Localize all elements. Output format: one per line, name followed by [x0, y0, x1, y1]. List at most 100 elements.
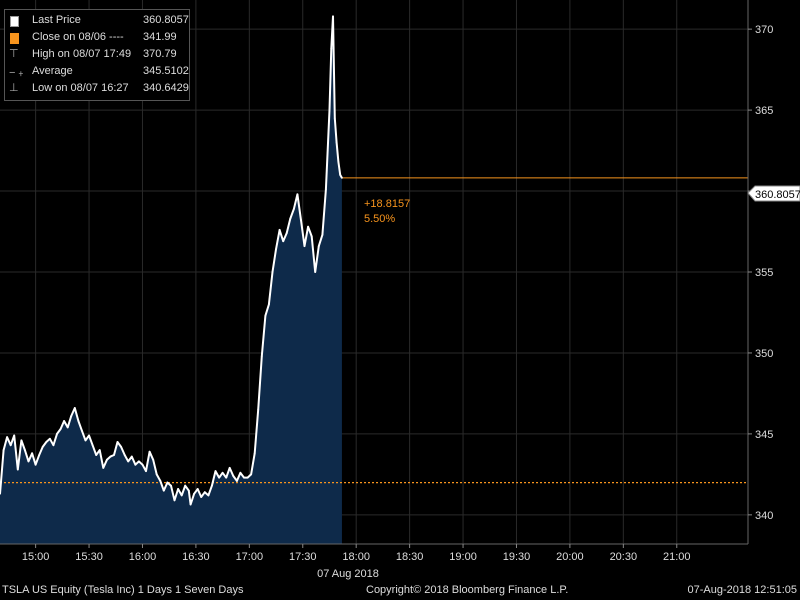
data-point [134, 463, 137, 466]
data-point [38, 454, 41, 456]
x-tick-label: 19:00 [449, 551, 477, 563]
data-point [102, 467, 105, 469]
data-point [307, 225, 309, 228]
data-point [148, 450, 151, 453]
last-price-tag-text: 360.8057 [755, 189, 800, 201]
x-tick-label: 16:00 [129, 551, 157, 563]
data-point [337, 161, 340, 163]
data-point [285, 232, 288, 235]
y-tick-label: 350 [755, 348, 773, 360]
data-point [187, 489, 190, 492]
x-tick-label: 18:30 [396, 551, 424, 563]
legend-label: High on 08/07 17:49 [32, 48, 132, 60]
data-point [332, 15, 334, 18]
data-point [88, 434, 90, 437]
data-point [268, 303, 270, 306]
data-point [127, 460, 130, 463]
data-point [34, 463, 37, 466]
change-abs-label: +18.8157 [364, 198, 410, 210]
legend-item-low: ⊥ Low on 08/07 16:27 340.6429 [5, 82, 189, 98]
data-point [260, 355, 263, 358]
data-point [106, 458, 108, 461]
data-point [66, 426, 69, 429]
data-point [211, 484, 213, 487]
data-point [6, 436, 8, 438]
data-point [303, 245, 306, 248]
x-tick-label: 20:30 [610, 551, 638, 563]
y-tick-label: 365 [755, 105, 773, 117]
data-point [184, 484, 187, 487]
data-point [20, 439, 23, 442]
data-point [81, 429, 83, 432]
legend-value: 370.79 [143, 48, 177, 60]
data-point [52, 444, 55, 447]
data-point [196, 488, 199, 490]
data-point [170, 484, 172, 487]
data-point [123, 454, 126, 456]
x-tick-label: 15:00 [22, 551, 50, 563]
low-marker-icon: ⊥ [9, 82, 19, 94]
data-point [310, 235, 313, 238]
data-point [59, 428, 62, 430]
footer-bar: TSLA US Equity (Tesla Inc) 1 Days 1 Seve… [0, 580, 800, 600]
data-point [45, 441, 48, 443]
data-point [173, 499, 176, 502]
copyright-text: Copyright© 2018 Bloomberg Finance L.P. [366, 584, 569, 596]
data-point [189, 503, 192, 506]
legend-label: Low on 08/07 16:27 [32, 82, 129, 94]
last-price-tag: 360.8057 [747, 185, 800, 202]
data-point [239, 471, 242, 474]
data-point [116, 441, 119, 443]
data-point [218, 476, 221, 479]
data-point [243, 476, 245, 479]
x-tick-label: 17:00 [236, 551, 264, 563]
legend-value: 340.6429 [143, 82, 189, 94]
legend-value: 360.8057 [143, 14, 189, 26]
annotation-group: +18.8157 5.50% [364, 198, 410, 225]
x-tick-label: 15:30 [75, 551, 103, 563]
x-tick-label: 16:30 [182, 551, 210, 563]
data-point [335, 141, 338, 144]
data-point [203, 491, 206, 494]
data-point [120, 446, 122, 448]
data-point [138, 460, 140, 463]
data-point [293, 208, 295, 210]
x-tick-label: 18:00 [342, 551, 370, 563]
data-point [193, 492, 196, 495]
data-point [225, 476, 228, 479]
data-point [113, 454, 115, 456]
x-tick-label: 21:00 [663, 551, 691, 563]
y-tick-label: 370 [755, 24, 773, 36]
data-point [341, 177, 343, 179]
data-point [84, 439, 87, 442]
data-point [228, 467, 231, 469]
data-point [314, 271, 317, 273]
data-point [207, 494, 210, 497]
data-point [91, 444, 94, 447]
y-tick-label: 340 [755, 510, 773, 522]
tick-layer: 34034535035536036537015:0015:3016:0016:3… [22, 24, 774, 563]
data-point [16, 468, 19, 471]
data-point [296, 193, 299, 196]
data-point [328, 109, 331, 111]
data-point [282, 240, 285, 243]
data-point [236, 480, 238, 482]
data-point [152, 458, 155, 461]
data-point [250, 473, 253, 476]
x-tick-label: 17:30 [289, 551, 317, 563]
area-layer [0, 16, 342, 544]
data-point [49, 437, 51, 440]
data-point [317, 245, 320, 248]
legend-label: Last Price [32, 14, 81, 26]
legend-item-average: −﹢ Average 345.5102 [5, 65, 189, 81]
data-point [257, 408, 260, 411]
change-pct-label: 5.50% [364, 213, 395, 225]
reference-layer [0, 177, 748, 484]
data-point [200, 496, 203, 498]
data-point [325, 188, 327, 191]
x-tick-label: 19:30 [503, 551, 531, 563]
data-point [321, 233, 324, 236]
data-point [2, 449, 5, 451]
orange-square-icon [10, 33, 19, 44]
